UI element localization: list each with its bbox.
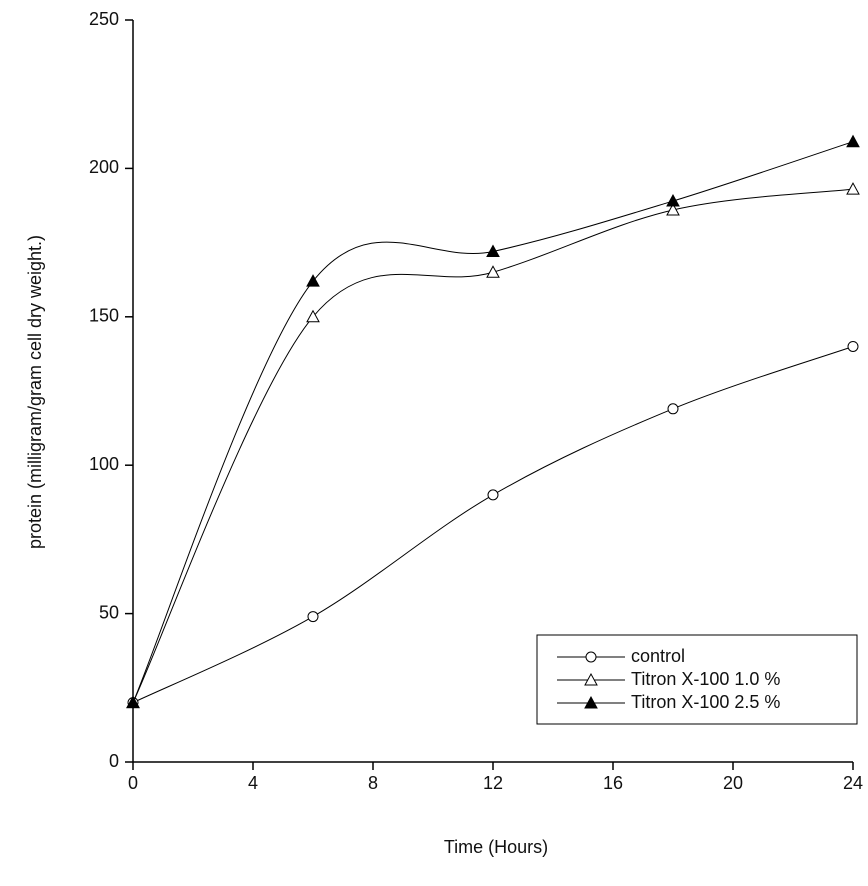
marker — [846, 182, 860, 195]
y-tick-label: 0 — [109, 751, 119, 771]
marker — [666, 194, 680, 207]
series-line — [132, 188, 854, 703]
x-tick-label: 8 — [368, 773, 378, 793]
x-tick-label: 16 — [603, 773, 623, 793]
x-tick-label: 0 — [128, 773, 138, 793]
marker — [667, 403, 679, 415]
x-tick-label: 4 — [248, 773, 258, 793]
marker — [487, 489, 499, 501]
x-tick-label: 20 — [723, 773, 743, 793]
legend-marker — [585, 651, 597, 663]
marker — [486, 244, 500, 258]
legend-label: control — [631, 646, 685, 666]
marker — [307, 611, 319, 623]
marker — [126, 695, 140, 709]
marker — [846, 134, 860, 148]
marker — [306, 274, 320, 287]
legend-label: Titron X-100 2.5 % — [631, 692, 780, 712]
y-tick-label: 200 — [89, 157, 119, 177]
marker — [847, 340, 859, 352]
series-line — [132, 141, 854, 703]
x-tick-label: 12 — [483, 773, 503, 793]
x-axis-label: Time (Hours) — [444, 837, 548, 857]
y-tick-label: 150 — [89, 306, 119, 326]
marker — [486, 265, 500, 278]
legend-marker — [584, 695, 598, 709]
y-tick-label: 250 — [89, 9, 119, 29]
y-axis-label: protein (milligram/gram cell dry weight.… — [25, 235, 45, 549]
y-tick-label: 100 — [89, 454, 119, 474]
x-tick-label: 24 — [843, 773, 863, 793]
y-tick-label: 50 — [99, 602, 119, 622]
marker — [306, 309, 320, 323]
legend-marker — [584, 672, 598, 686]
legend-label: Titron X-100 1.0 % — [631, 669, 780, 689]
marker — [666, 202, 680, 216]
